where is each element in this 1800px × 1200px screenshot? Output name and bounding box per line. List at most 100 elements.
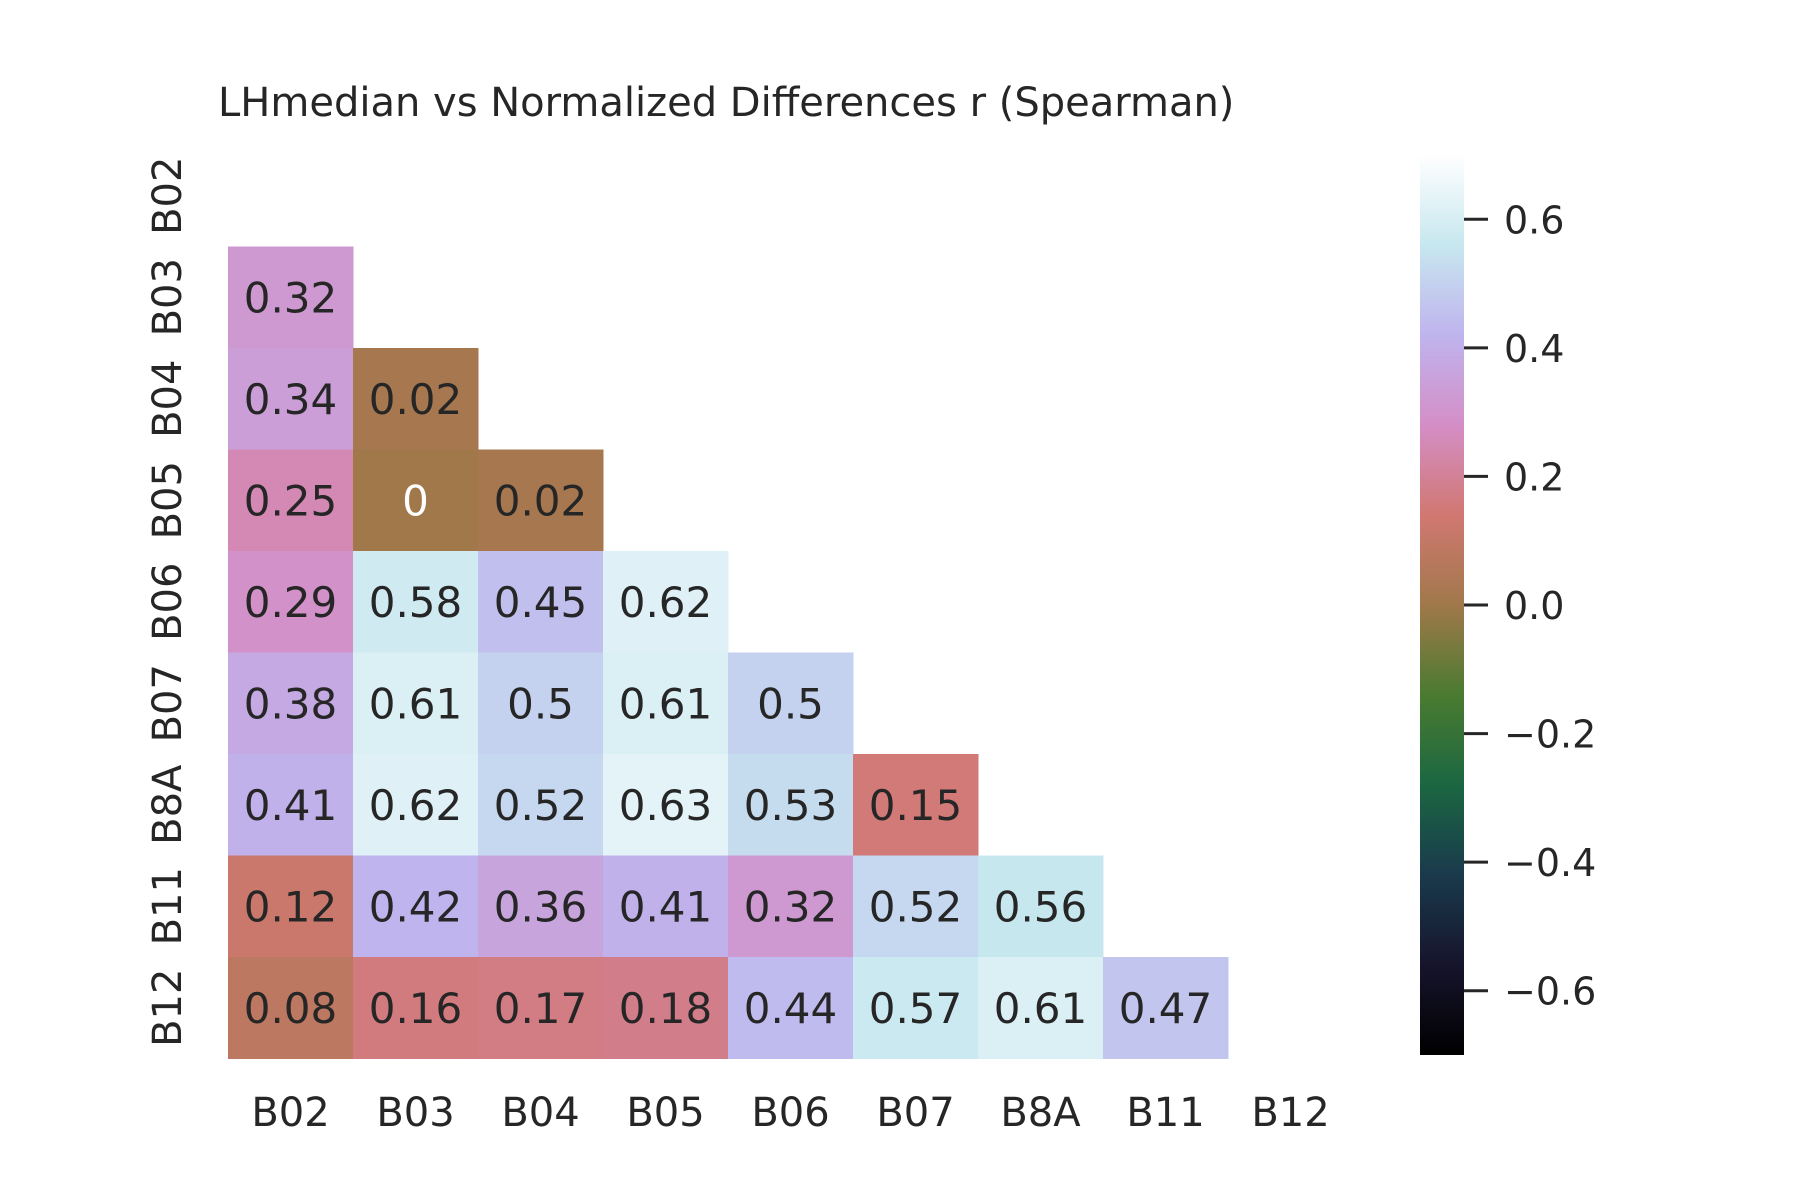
heatmap-cell bbox=[978, 855, 1104, 958]
heatmap-cell bbox=[853, 855, 979, 958]
heatmap-cell bbox=[228, 855, 354, 958]
heatmap-cell bbox=[228, 551, 354, 653]
heatmap-cell bbox=[478, 957, 604, 1059]
cell-value-label: 0.18 bbox=[619, 984, 713, 1033]
y-tick-label: B05 bbox=[145, 461, 191, 539]
x-tick-label: B8A bbox=[1000, 1090, 1081, 1136]
cell-value-label: 0.12 bbox=[244, 882, 338, 931]
heatmap-cell bbox=[353, 855, 479, 958]
heatmap-cell bbox=[353, 652, 479, 755]
x-tick-label: B06 bbox=[751, 1090, 829, 1136]
heatmap-cell bbox=[603, 551, 729, 653]
x-tick-label: B07 bbox=[876, 1090, 954, 1136]
heatmap-cell bbox=[228, 754, 354, 856]
x-tick-label: B03 bbox=[376, 1090, 454, 1136]
heatmap-cell bbox=[603, 652, 729, 755]
heatmap-cell bbox=[228, 246, 354, 349]
y-tick-label: B02 bbox=[145, 157, 191, 235]
colorbar-tick-label: −0.4 bbox=[1504, 841, 1596, 885]
y-tick-label: B8A bbox=[145, 764, 191, 845]
cell-value-label: 0.25 bbox=[244, 476, 338, 525]
heatmap-cell bbox=[228, 449, 354, 552]
colorbar: −0.6 −0.4 −0.2 0.0 0.2 0.4 0.6 bbox=[1420, 155, 1596, 1055]
heatmap-cell bbox=[478, 652, 604, 755]
cell-value-label: 0.5 bbox=[757, 679, 824, 728]
heatmap-cell bbox=[228, 348, 354, 450]
heatmap-cell bbox=[728, 754, 854, 856]
heatmap-cell bbox=[478, 754, 604, 856]
y-tick-label: B11 bbox=[145, 867, 191, 945]
cell-value-label: 0.52 bbox=[494, 781, 588, 830]
cell-value-label: 0.02 bbox=[369, 375, 463, 424]
y-tick-label: B04 bbox=[145, 360, 191, 438]
cell-value-label: 0.62 bbox=[369, 781, 463, 830]
cell-value-label: 0.52 bbox=[869, 882, 963, 931]
heatmap-cell bbox=[728, 957, 854, 1059]
cell-value-label: 0.15 bbox=[869, 781, 963, 830]
cell-value-label: 0.47 bbox=[1119, 984, 1213, 1033]
cell-value-label: 0.53 bbox=[744, 781, 838, 830]
y-tick-label: B03 bbox=[145, 258, 191, 336]
cell-value-label: 0.16 bbox=[369, 984, 463, 1033]
heatmap-cells: 0.32 0.34 0.02 0.25 0 0.02 0.29 0.58 0.45 0.62 0.3… bbox=[228, 246, 1229, 1059]
cell-value-label: 0.32 bbox=[744, 882, 838, 931]
cell-value-label: 0.58 bbox=[369, 578, 463, 627]
x-tick-label: B12 bbox=[1251, 1090, 1329, 1136]
heatmap-cell bbox=[353, 551, 479, 653]
x-tick-label: B02 bbox=[251, 1090, 329, 1136]
y-axis-tick-labels: B02 B03 B04 B05 B06 B07 B8A B11 B12 bbox=[145, 157, 191, 1047]
y-tick-label: B06 bbox=[145, 563, 191, 641]
y-tick-label: B12 bbox=[145, 969, 191, 1047]
heatmap-cell bbox=[853, 754, 979, 856]
colorbar-tick-label: 0.6 bbox=[1504, 198, 1564, 242]
cell-value-label: 0.56 bbox=[994, 882, 1088, 931]
cell-value-label: 0.62 bbox=[619, 578, 713, 627]
cell-value-label: 0.34 bbox=[244, 375, 338, 424]
cell-value-label: 0.02 bbox=[494, 476, 588, 525]
heatmap-cell bbox=[603, 957, 729, 1059]
heatmap-cell bbox=[353, 348, 479, 450]
colorbar-tick-label: 0.0 bbox=[1504, 584, 1564, 628]
cell-value-label: 0.36 bbox=[494, 882, 588, 931]
cell-value-label: 0.38 bbox=[244, 679, 338, 728]
heatmap-cell bbox=[353, 754, 479, 856]
heatmap-cell bbox=[478, 449, 604, 552]
cell-value-label: 0.57 bbox=[869, 984, 963, 1033]
cell-value-label: 0.41 bbox=[619, 882, 713, 931]
cell-value-label: 0.45 bbox=[494, 578, 588, 627]
colorbar-ticks: −0.6 −0.4 −0.2 0.0 0.2 0.4 0.6 bbox=[1464, 198, 1596, 1014]
cell-value-label: 0.08 bbox=[244, 984, 338, 1033]
cell-value-label: 0.61 bbox=[369, 679, 463, 728]
cell-value-label: 0.44 bbox=[744, 984, 838, 1033]
heatmap-cell bbox=[228, 652, 354, 755]
cell-value-label: 0.42 bbox=[369, 882, 463, 931]
cell-value-label: 0.17 bbox=[494, 984, 588, 1033]
heatmap-cell bbox=[478, 551, 604, 653]
heatmap-cell bbox=[853, 957, 979, 1059]
x-tick-label: B11 bbox=[1126, 1090, 1204, 1136]
cell-value-label: 0.29 bbox=[244, 578, 338, 627]
heatmap-cell bbox=[353, 957, 479, 1059]
cell-value-label: 0.63 bbox=[619, 781, 713, 830]
heatmap-cell bbox=[478, 855, 604, 958]
x-axis-tick-labels: B02 B03 B04 B05 B06 B07 B8A B11 B12 bbox=[251, 1090, 1329, 1136]
heatmap-cell bbox=[1103, 957, 1229, 1059]
heatmap-cell bbox=[228, 957, 354, 1059]
colorbar-gradient bbox=[1420, 155, 1464, 1055]
colorbar-tick-label: −0.2 bbox=[1504, 713, 1596, 757]
cell-value-label: 0.61 bbox=[619, 679, 713, 728]
y-tick-label: B07 bbox=[145, 664, 191, 742]
heatmap-cell bbox=[603, 754, 729, 856]
cell-value-label: 0 bbox=[402, 476, 429, 525]
x-tick-label: B05 bbox=[626, 1090, 704, 1136]
colorbar-tick-label: 0.2 bbox=[1504, 455, 1564, 499]
cell-value-label: 0.32 bbox=[244, 273, 338, 322]
cell-value-label: 0.41 bbox=[244, 781, 338, 830]
heatmap-cell bbox=[978, 957, 1104, 1059]
chart-title: LHmedian vs Normalized Differences r (Sp… bbox=[218, 80, 1234, 126]
heatmap-cell bbox=[353, 449, 479, 552]
cell-value-label: 0.61 bbox=[994, 984, 1088, 1033]
cell-value-label: 0.5 bbox=[507, 679, 574, 728]
colorbar-tick-label: −0.6 bbox=[1504, 970, 1596, 1014]
